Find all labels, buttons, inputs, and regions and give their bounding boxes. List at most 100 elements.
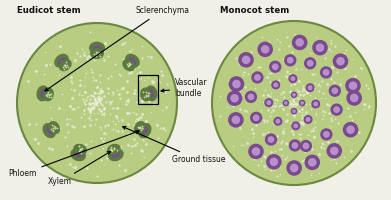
Circle shape xyxy=(290,164,298,172)
Ellipse shape xyxy=(48,121,60,134)
Circle shape xyxy=(329,85,341,97)
Ellipse shape xyxy=(70,148,86,161)
Circle shape xyxy=(349,81,357,90)
Circle shape xyxy=(291,108,297,114)
Circle shape xyxy=(336,57,345,66)
Ellipse shape xyxy=(58,58,68,67)
Circle shape xyxy=(304,57,316,69)
Ellipse shape xyxy=(122,59,135,71)
Text: Vascular
bundle: Vascular bundle xyxy=(161,78,208,98)
Ellipse shape xyxy=(138,123,151,138)
Circle shape xyxy=(250,112,262,124)
Ellipse shape xyxy=(138,125,147,135)
Text: Eudicot stem: Eudicot stem xyxy=(17,6,81,15)
Circle shape xyxy=(269,61,282,73)
Circle shape xyxy=(232,80,241,88)
Circle shape xyxy=(313,102,318,106)
Circle shape xyxy=(323,131,330,138)
Circle shape xyxy=(242,56,250,64)
Circle shape xyxy=(303,143,309,149)
Circle shape xyxy=(248,93,255,100)
Ellipse shape xyxy=(107,144,121,155)
Ellipse shape xyxy=(36,85,49,101)
Circle shape xyxy=(253,114,260,121)
Circle shape xyxy=(333,53,348,69)
Ellipse shape xyxy=(43,87,54,101)
Circle shape xyxy=(292,142,298,149)
Circle shape xyxy=(212,21,376,185)
Circle shape xyxy=(267,136,274,143)
Circle shape xyxy=(254,74,261,81)
Circle shape xyxy=(346,90,362,106)
Circle shape xyxy=(306,83,315,92)
Circle shape xyxy=(292,35,307,50)
Circle shape xyxy=(306,117,310,122)
Ellipse shape xyxy=(125,54,140,68)
Circle shape xyxy=(300,140,312,152)
Circle shape xyxy=(293,123,298,128)
Circle shape xyxy=(266,100,271,105)
Circle shape xyxy=(299,100,305,106)
Circle shape xyxy=(269,158,278,166)
Circle shape xyxy=(284,54,296,66)
Circle shape xyxy=(257,42,273,57)
Ellipse shape xyxy=(92,46,102,54)
Circle shape xyxy=(261,45,269,54)
Ellipse shape xyxy=(145,89,154,99)
Circle shape xyxy=(251,71,264,84)
Ellipse shape xyxy=(59,59,72,71)
Circle shape xyxy=(252,147,260,156)
Circle shape xyxy=(17,23,177,183)
Circle shape xyxy=(350,94,359,102)
Text: Monocot stem: Monocot stem xyxy=(220,6,289,15)
Circle shape xyxy=(312,40,328,55)
Circle shape xyxy=(320,66,332,79)
Circle shape xyxy=(345,78,361,93)
Circle shape xyxy=(271,80,280,89)
Circle shape xyxy=(305,155,320,170)
Circle shape xyxy=(286,160,302,176)
Circle shape xyxy=(316,43,324,52)
Circle shape xyxy=(284,101,288,105)
Text: Xylem: Xylem xyxy=(48,152,110,186)
Circle shape xyxy=(283,100,289,106)
Circle shape xyxy=(238,52,254,68)
Circle shape xyxy=(227,90,242,106)
Ellipse shape xyxy=(40,89,49,99)
Circle shape xyxy=(229,76,244,92)
Circle shape xyxy=(245,91,257,103)
Circle shape xyxy=(311,99,320,109)
Circle shape xyxy=(303,115,312,124)
Ellipse shape xyxy=(47,125,56,135)
Circle shape xyxy=(291,92,297,98)
Circle shape xyxy=(273,117,282,126)
Ellipse shape xyxy=(145,85,158,101)
Circle shape xyxy=(231,116,240,124)
Circle shape xyxy=(264,98,273,107)
Circle shape xyxy=(230,94,239,103)
Circle shape xyxy=(323,69,330,76)
Circle shape xyxy=(248,144,264,159)
Circle shape xyxy=(308,158,317,167)
Ellipse shape xyxy=(43,123,56,138)
Text: Ground tissue: Ground tissue xyxy=(123,126,226,164)
Ellipse shape xyxy=(134,121,146,134)
Text: Phloem: Phloem xyxy=(8,131,139,178)
Circle shape xyxy=(330,147,339,155)
Circle shape xyxy=(272,63,279,70)
Circle shape xyxy=(320,128,332,141)
Ellipse shape xyxy=(74,148,84,157)
Ellipse shape xyxy=(89,42,105,54)
Circle shape xyxy=(289,74,298,83)
Ellipse shape xyxy=(110,148,120,157)
Ellipse shape xyxy=(90,48,104,59)
Circle shape xyxy=(291,76,295,81)
Circle shape xyxy=(308,85,312,90)
Circle shape xyxy=(287,57,294,64)
Circle shape xyxy=(300,101,304,105)
Circle shape xyxy=(333,106,340,113)
Circle shape xyxy=(332,87,338,94)
Circle shape xyxy=(273,82,278,87)
Circle shape xyxy=(295,38,304,47)
Circle shape xyxy=(326,143,342,159)
